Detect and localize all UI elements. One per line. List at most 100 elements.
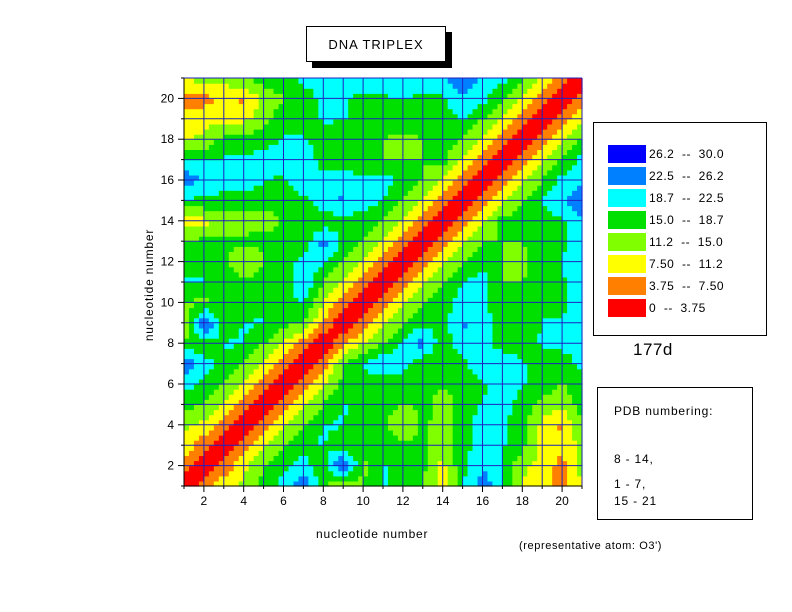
- heatmap-cell: [328, 276, 334, 283]
- heatmap-cell: [432, 394, 439, 400]
- heatmap-cell: [298, 440, 304, 446]
- heatmap-cell: [562, 424, 568, 431]
- heatmap-cell: [447, 205, 454, 212]
- heatmap-cell: [562, 435, 568, 441]
- heatmap-cell: [392, 231, 399, 237]
- heatmap-cell: [283, 353, 290, 360]
- heatmap-cell: [492, 327, 499, 334]
- heatmap-cell: [343, 429, 349, 436]
- heatmap-cell: [288, 297, 295, 303]
- heatmap-cell: [373, 271, 379, 278]
- heatmap-cell: [263, 338, 270, 344]
- heatmap-cell: [467, 327, 474, 334]
- heatmap-cell: [288, 215, 295, 222]
- heatmap-cell: [577, 169, 583, 176]
- heatmap-cell: [392, 271, 399, 278]
- heatmap-cell: [387, 266, 394, 273]
- heatmap-cell: [387, 358, 394, 365]
- heatmap-cell: [378, 292, 384, 298]
- heatmap-cell: [368, 164, 374, 171]
- heatmap-cell: [283, 327, 290, 334]
- heatmap-cell: [293, 327, 300, 334]
- heatmap-cell: [447, 465, 454, 472]
- heatmap-cell: [467, 312, 474, 319]
- heatmap-cell: [248, 307, 255, 314]
- heatmap-cell: [298, 460, 304, 467]
- heatmap-cell: [313, 333, 319, 339]
- heatmap-cell: [383, 394, 389, 400]
- heatmap-cell: [412, 378, 419, 385]
- heatmap-cell: [383, 338, 389, 344]
- heatmap-cell: [537, 429, 543, 436]
- heatmap-cell: [218, 215, 225, 222]
- heatmap-cell: [243, 164, 250, 171]
- heatmap-cell: [547, 435, 553, 441]
- heatmap-cell: [208, 302, 215, 309]
- heatmap-cell: [557, 429, 563, 436]
- heatmap-cell: [502, 409, 508, 416]
- heatmap-cell: [213, 180, 220, 186]
- heatmap-cell: [482, 399, 489, 405]
- heatmap-cell: [387, 261, 394, 268]
- heatmap-cell: [293, 282, 300, 288]
- heatmap-cell: [487, 389, 494, 395]
- heatmap-cell: [193, 185, 200, 191]
- heatmap-cell: [492, 292, 499, 298]
- heatmap-cell: [492, 276, 499, 283]
- heatmap-cell: [258, 220, 265, 227]
- heatmap-cell: [273, 414, 280, 421]
- heatmap-cell: [577, 363, 583, 370]
- heatmap-cell: [577, 210, 583, 217]
- heatmap-cell: [427, 236, 434, 242]
- heatmap-cell: [288, 384, 295, 390]
- heatmap-cell: [303, 185, 309, 191]
- heatmap-cell: [422, 470, 429, 477]
- heatmap-cell: [427, 404, 434, 411]
- heatmap-cell: [402, 210, 409, 217]
- heatmap-cell: [432, 414, 439, 421]
- heatmap-cell: [213, 271, 220, 278]
- heatmap-cell: [412, 302, 419, 309]
- heatmap-cell: [537, 251, 543, 258]
- heatmap-cell: [402, 414, 409, 421]
- heatmap-cell: [457, 450, 464, 456]
- heatmap-cell: [522, 424, 528, 431]
- heatmap-cell: [368, 185, 374, 191]
- heatmap-cell: [502, 435, 508, 441]
- heatmap-cell: [472, 348, 479, 354]
- heatmap-cell: [273, 220, 280, 227]
- heatmap-cell: [567, 470, 573, 477]
- heatmap-cell: [258, 404, 265, 411]
- heatmap-cell: [417, 429, 424, 436]
- heatmap-cell: [412, 419, 419, 426]
- heatmap-cell: [407, 210, 414, 217]
- heatmap-cell: [273, 455, 280, 462]
- heatmap-cell: [437, 455, 444, 462]
- heatmap-cell: [472, 338, 479, 344]
- heatmap-cell: [487, 210, 494, 217]
- heatmap-cell: [527, 302, 533, 309]
- heatmap-cell: [547, 282, 553, 288]
- heatmap-cell: [407, 231, 414, 237]
- heatmap-cell: [188, 287, 195, 293]
- heatmap-cell: [213, 261, 220, 268]
- heatmap-cell: [447, 378, 454, 385]
- heatmap-cell: [238, 424, 245, 431]
- heatmap-cell: [313, 185, 319, 191]
- heatmap-cell: [268, 368, 275, 375]
- heatmap-cell: [412, 333, 419, 339]
- heatmap-cell: [412, 231, 419, 237]
- heatmap-cell: [343, 424, 349, 431]
- heatmap-cell: [462, 276, 469, 283]
- heatmap-cell: [253, 210, 260, 217]
- heatmap-cell: [378, 475, 384, 482]
- heatmap-cell: [532, 307, 538, 314]
- heatmap-cell: [422, 363, 429, 370]
- heatmap-cell: [557, 220, 563, 227]
- heatmap-cell: [303, 246, 309, 252]
- heatmap-cell: [517, 450, 523, 456]
- heatmap-cell: [228, 282, 235, 288]
- heatmap-cell: [487, 261, 494, 268]
- heatmap-cell: [293, 210, 300, 217]
- heatmap-cell: [258, 210, 265, 217]
